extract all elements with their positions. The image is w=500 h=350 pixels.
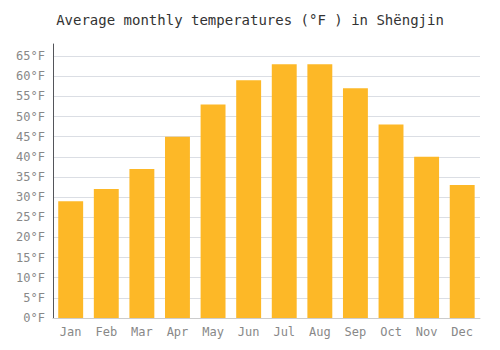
svg-text:60°F: 60°F [16,69,45,83]
svg-text:Average monthly temperatures (: Average monthly temperatures (°F ) in Sh… [56,12,444,28]
svg-text:20°F: 20°F [16,230,45,244]
svg-text:40°F: 40°F [16,150,45,164]
svg-text:0°F: 0°F [23,311,45,325]
svg-text:Dec: Dec [451,325,473,339]
svg-text:Aug: Aug [309,325,331,339]
svg-text:55°F: 55°F [16,89,45,103]
svg-text:65°F: 65°F [16,49,45,63]
svg-text:45°F: 45°F [16,130,45,144]
svg-text:Mar: Mar [131,325,153,339]
svg-text:35°F: 35°F [16,170,45,184]
svg-text:50°F: 50°F [16,110,45,124]
svg-text:15°F: 15°F [16,251,45,265]
svg-text:Oct: Oct [380,325,402,339]
svg-text:25°F: 25°F [16,210,45,224]
svg-text:Feb: Feb [95,325,117,339]
svg-text:5°F: 5°F [23,291,45,305]
svg-text:30°F: 30°F [16,190,45,204]
svg-text:10°F: 10°F [16,271,45,285]
svg-text:Jul: Jul [273,325,295,339]
svg-text:Sep: Sep [345,325,367,339]
svg-text:Jun: Jun [238,325,260,339]
svg-text:May: May [202,325,224,339]
svg-text:Jan: Jan [60,325,82,339]
svg-text:Nov: Nov [416,325,438,339]
svg-text:Apr: Apr [167,325,189,339]
